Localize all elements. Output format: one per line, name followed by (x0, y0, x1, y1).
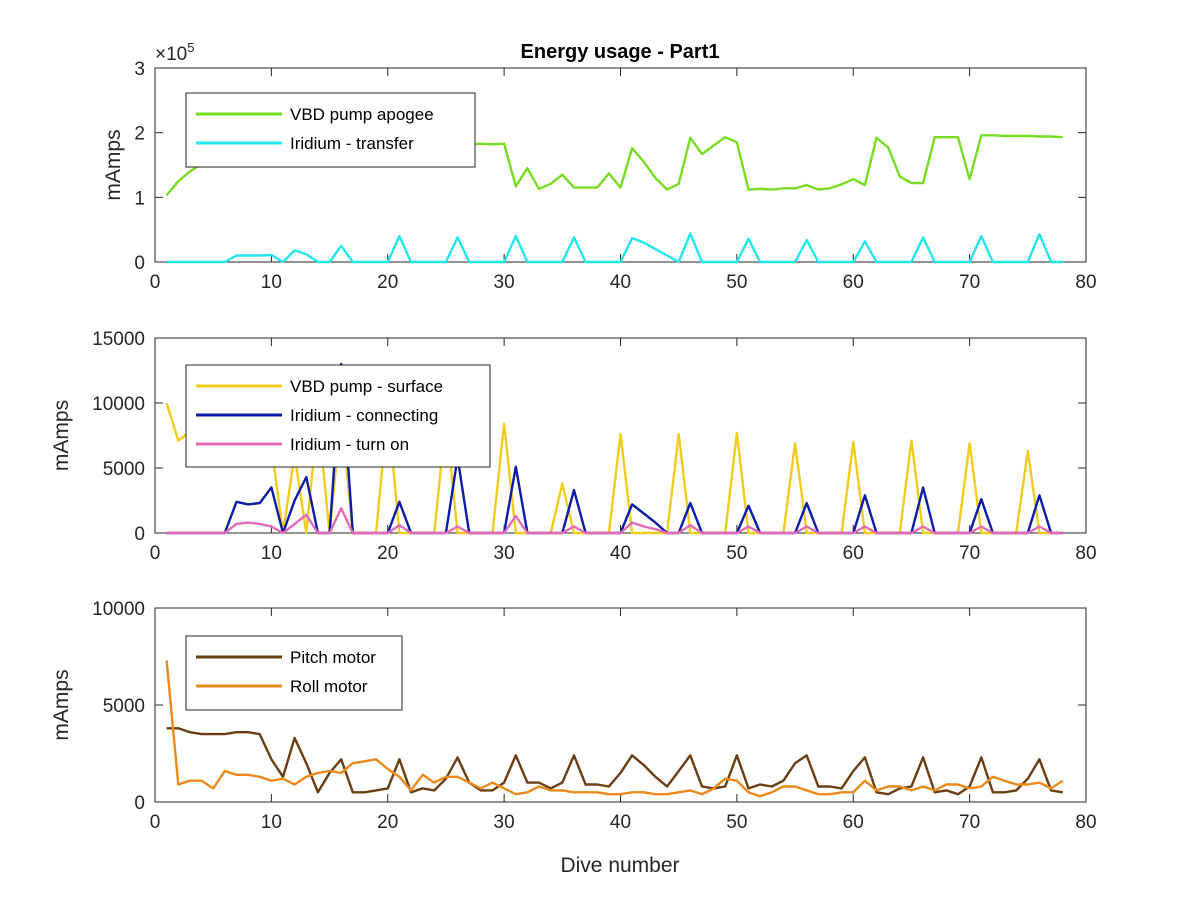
y-tick-label: 10000 (92, 394, 145, 415)
y-axis-label: mAmps (102, 129, 125, 200)
x-tick-label: 60 (843, 812, 864, 833)
y-axis-label: mAmps (50, 400, 73, 471)
series-line-iridium-transfer (166, 232, 1063, 264)
legend-label: Iridium - turn on (290, 435, 409, 454)
x-tick-label: 20 (377, 812, 398, 833)
y-axis-label: mAmps (50, 669, 73, 740)
x-tick-label: 30 (494, 272, 515, 293)
y-tick-label: 10000 (92, 599, 145, 620)
series-line-pitch-motor (166, 727, 1063, 796)
x-tick-label: 80 (1075, 812, 1096, 833)
x-tick-label: 80 (1075, 543, 1096, 564)
y-exponent-power: 5 (187, 40, 194, 55)
x-tick-label: 40 (610, 812, 631, 833)
series-line-iridium-turn-on (166, 507, 1063, 535)
x-tick-label: 50 (726, 543, 747, 564)
x-tick-label: 0 (150, 543, 161, 564)
subplot-2: 0 10 20 30 40 50 60 70 80 0 5000 10000 15000 mAmps VBD… (50, 329, 1097, 564)
legend: Pitch motor Roll motor (185, 635, 403, 711)
x-tick-label: 50 (726, 272, 747, 293)
legend-box (185, 635, 403, 711)
y-tick-label: 3 (134, 59, 145, 80)
x-tick-label: 70 (959, 543, 980, 564)
y-tick-label: 5000 (103, 696, 145, 717)
x-tick-label: 60 (843, 272, 864, 293)
legend: VBD pump - surface Iridium - connecting Ir… (185, 364, 491, 468)
y-tick-label: 1 (134, 188, 145, 209)
x-tick-label: 10 (261, 543, 282, 564)
y-tick-label: 2 (134, 124, 145, 145)
x-tick-label: 10 (261, 812, 282, 833)
legend-label: Roll motor (290, 677, 368, 696)
x-tick-label: 70 (959, 272, 980, 293)
subplot-3: 0 10 20 30 40 50 60 70 80 0 5000 10000 mAmps Pitch mo… (50, 599, 1097, 833)
x-tick-label: 20 (377, 272, 398, 293)
x-tick-label: 50 (726, 812, 747, 833)
x-tick-label: 30 (494, 812, 515, 833)
legend-box (185, 92, 476, 168)
series-line-roll-motor (165, 660, 1064, 798)
x-tick-label: 0 (150, 812, 161, 833)
legend-label: Pitch motor (290, 648, 376, 667)
legend: VBD pump apogee Iridium - transfer (185, 92, 476, 168)
x-tick-label: 30 (494, 543, 515, 564)
legend-label: VBD pump - surface (290, 377, 443, 396)
legend-label: Iridium - transfer (290, 134, 414, 153)
x-tick-label: 10 (261, 272, 282, 293)
y-tick-label: 15000 (92, 329, 145, 350)
x-axis-label: Dive number (560, 854, 679, 877)
x-tick-label: 80 (1075, 272, 1096, 293)
legend-label: Iridium - connecting (290, 406, 438, 425)
legend-label: VBD pump apogee (290, 105, 434, 124)
x-tick-label: 20 (377, 543, 398, 564)
x-tick-label: 70 (959, 812, 980, 833)
y-tick-label: 0 (134, 524, 145, 545)
x-tick-label: 0 (150, 272, 161, 293)
x-tick-label: 60 (843, 543, 864, 564)
y-tick-label: 0 (134, 253, 145, 274)
chart-title: Energy usage - Part1 (521, 41, 720, 63)
y-tick-label: 5000 (103, 459, 145, 480)
x-tick-label: 40 (610, 543, 631, 564)
y-tick-label: 0 (134, 793, 145, 814)
x-tick-label: 40 (610, 272, 631, 293)
